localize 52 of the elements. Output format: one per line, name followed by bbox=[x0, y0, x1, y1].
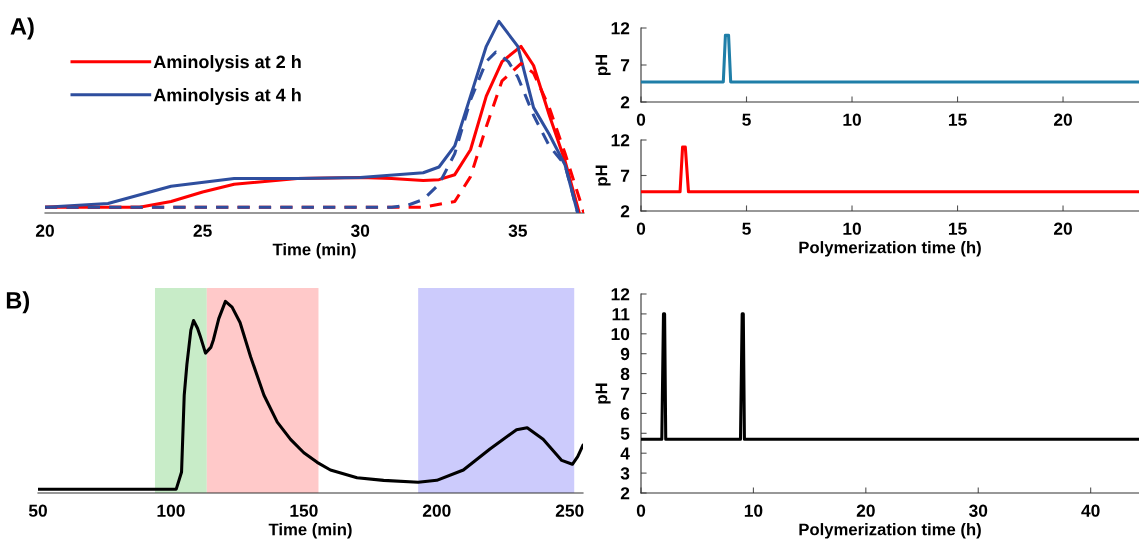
x-tick-label: 15 bbox=[948, 222, 967, 235]
y-tick-label: 10 bbox=[611, 327, 630, 341]
x-tick-label: 40 bbox=[1081, 504, 1100, 517]
x-tick-label: 0 bbox=[636, 504, 646, 517]
x-tick-label: 30 bbox=[968, 504, 988, 517]
y-tick-label: 11 bbox=[612, 308, 630, 321]
x-tick-label: 20 bbox=[856, 504, 875, 517]
x-axis-title: Polymerization time (h) bbox=[799, 241, 981, 257]
y-tick-label: 9 bbox=[620, 347, 630, 361]
x-tick-label: 100 bbox=[157, 504, 185, 517]
x-tick-label: 15 bbox=[948, 113, 967, 126]
legend-label: Aminolysis at 2 h bbox=[153, 55, 301, 72]
x-tick-label: 5 bbox=[742, 113, 751, 126]
x-tick-label: 250 bbox=[555, 504, 584, 517]
text: A) bbox=[10, 17, 34, 40]
y-tick-label: 5 bbox=[620, 427, 630, 440]
y-tick-label: 7 bbox=[620, 387, 630, 400]
x-tick-label: 5 bbox=[742, 222, 751, 235]
x-tick-label: 0 bbox=[636, 113, 646, 126]
y-tick-label: 2 bbox=[620, 205, 630, 218]
x-tick-label: 0 bbox=[636, 222, 646, 235]
x-tick-label: 25 bbox=[193, 224, 212, 237]
x-axis-title: Time (min) bbox=[268, 523, 352, 539]
y-tick-label: 8 bbox=[620, 367, 630, 381]
y-tick-label: 2 bbox=[620, 487, 630, 500]
x-tick-label: 35 bbox=[508, 224, 527, 237]
y-axis-title: pH bbox=[595, 55, 611, 76]
y-tick-label: 2 bbox=[620, 96, 630, 109]
x-tick-label: 50 bbox=[28, 504, 47, 517]
x-axis-title: Time (min) bbox=[272, 243, 356, 259]
x-tick-label: 10 bbox=[843, 113, 861, 126]
x-tick-label: 150 bbox=[290, 504, 318, 517]
x-tick-label: 10 bbox=[843, 222, 861, 235]
y-tick-label: 6 bbox=[620, 407, 630, 420]
y-tick-label: 7 bbox=[620, 169, 630, 182]
y-tick-label: 7 bbox=[620, 59, 630, 72]
x-tick-label: 30 bbox=[350, 224, 370, 237]
y-tick-label: 3 bbox=[620, 467, 630, 480]
x-tick-label: 200 bbox=[422, 504, 451, 517]
y-tick-label: 12 bbox=[611, 288, 630, 301]
y-tick-label: 12 bbox=[611, 134, 630, 147]
x-tick-label: 20 bbox=[1053, 222, 1072, 235]
text: B) bbox=[6, 291, 30, 314]
y-axis-title: pH bbox=[595, 383, 611, 404]
legend-label: Aminolysis at 4 h bbox=[153, 88, 301, 105]
x-tick-label: 10 bbox=[744, 504, 763, 517]
x-tick-label: 20 bbox=[35, 224, 54, 237]
y-tick-label: 4 bbox=[620, 447, 630, 460]
x-axis-title: Polymerization time (h) bbox=[799, 523, 981, 539]
y-axis-title: pH bbox=[595, 165, 611, 186]
x-tick-label: 20 bbox=[1053, 113, 1072, 126]
y-tick-label: 12 bbox=[611, 22, 630, 35]
